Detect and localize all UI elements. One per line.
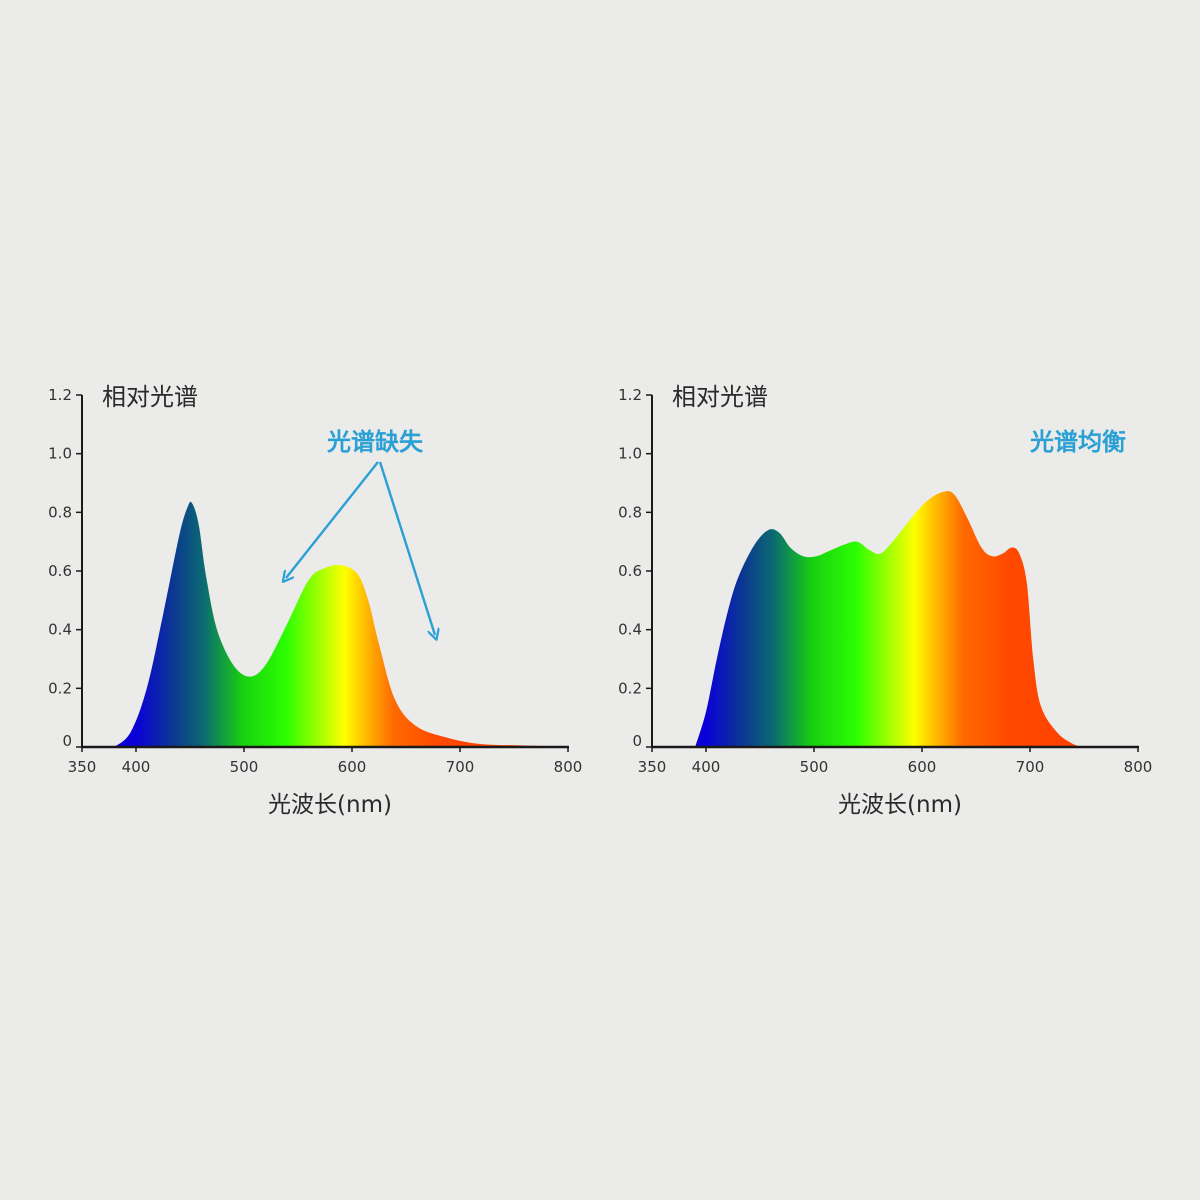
y-axis-ticks: 0 0.2 0.4 0.6 0.8 1.0 1.2 [48,386,82,750]
chart-spectrum-missing: 0 0.2 0.4 0.6 0.8 1.0 1.2 350 400 500 600 700 800 相… [48,383,582,818]
y-axis-label: 相对光谱 [672,383,768,411]
spectrum-area [114,501,569,747]
y-tick-label: 0.4 [618,621,642,639]
x-tick-label: 600 [908,758,937,776]
x-tick-label: 700 [1016,758,1045,776]
x-tick-label: 700 [446,758,475,776]
x-tick-label: 400 [692,758,721,776]
y-tick-label: 0 [632,732,642,750]
y-tick-label: 1.2 [48,386,72,404]
x-tick-label: 500 [800,758,829,776]
x-tick-label: 400 [122,758,151,776]
y-tick-label: 0.2 [48,679,72,697]
chart-spectrum-balanced: 0 0.2 0.4 0.6 0.8 1.0 1.2 350 400 500 600 700 800 相… [618,383,1152,818]
y-tick-label: 1.0 [48,445,72,463]
x-tick-label: 600 [338,758,367,776]
y-tick-label: 0.8 [48,503,72,521]
x-tick-label: 500 [230,758,259,776]
y-tick-label: 0.8 [618,503,642,521]
y-axis-ticks: 0 0.2 0.4 0.6 0.8 1.0 1.2 [618,386,652,750]
y-tick-label: 1.2 [618,386,642,404]
annotation-arrow [378,461,435,635]
spectrum-area [695,491,1084,747]
x-axis-label: 光波长(nm) [838,792,962,818]
y-tick-label: 0 [62,732,72,750]
y-axis-label: 相对光谱 [102,383,198,411]
x-axis-ticks: 350 400 500 600 700 800 [68,747,583,776]
x-axis-label: 光波长(nm) [268,792,392,818]
y-tick-label: 0.6 [618,562,642,580]
annotation-spectrum-balanced: 光谱均衡 [1029,428,1126,456]
y-tick-label: 1.0 [618,445,642,463]
x-tick-label: 350 [68,758,97,776]
y-tick-label: 0.4 [48,621,72,639]
annotation-arrow [286,461,379,578]
x-axis-ticks: 350 400 500 600 700 800 [638,747,1153,776]
x-tick-label: 350 [638,758,667,776]
annotation-spectrum-missing: 光谱缺失 [326,428,424,456]
y-tick-label: 0.6 [48,562,72,580]
x-tick-label: 800 [554,758,583,776]
y-tick-label: 0.2 [618,679,642,697]
x-tick-label: 800 [1124,758,1153,776]
